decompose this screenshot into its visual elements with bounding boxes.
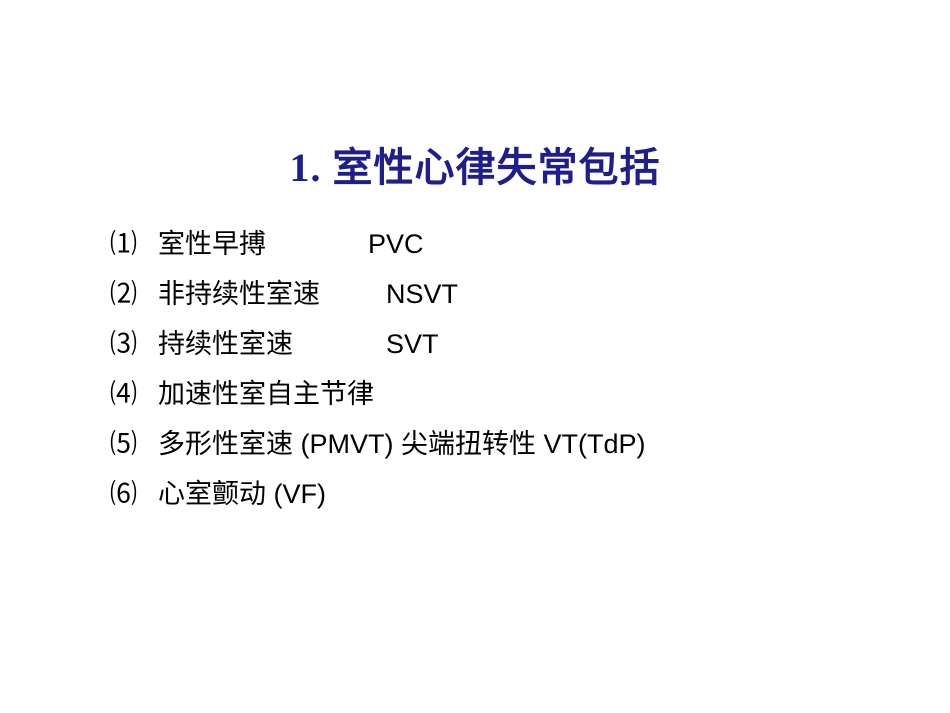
item-abbr: NSVT	[368, 270, 458, 320]
item-abbr: PVC	[368, 220, 424, 270]
list-item: ⑵ 非持续性室速 NSVT	[110, 270, 646, 320]
item-marker: ⑴	[110, 220, 158, 270]
item-marker: ⑵	[110, 270, 158, 320]
slide: 1. 室性心律失常包括 ⑴ 室性早搏 PVC ⑵ 非持续性室速 NSVT ⑶ 持…	[0, 0, 950, 713]
slide-title: 1. 室性心律失常包括	[0, 135, 950, 193]
list-item: ⑸ 多形性室速 (PMVT) 尖端扭转性 VT(TdP)	[110, 420, 646, 470]
item-marker: ⑸	[110, 420, 158, 470]
list-item: ⑷ 加速性室自主节律	[110, 370, 646, 420]
item-marker: ⑶	[110, 320, 158, 370]
text-lat: VT(TdP)	[536, 429, 646, 459]
item-text: 多形性室速 (PMVT) 尖端扭转性 VT(TdP)	[158, 420, 646, 470]
list-item: ⑹ 心室颤动 (VF)	[110, 470, 646, 520]
text-cn: 多形性室速	[158, 429, 293, 459]
item-abbr: SVT	[368, 320, 439, 370]
item-label: 非持续性室速	[158, 270, 368, 320]
item-marker: ⑷	[110, 370, 158, 420]
text-cn: 尖端扭转性	[401, 429, 536, 459]
list-item: ⑶ 持续性室速 SVT	[110, 320, 646, 370]
item-label: 室性早搏	[158, 220, 368, 270]
text-cn: 心室颤动	[158, 479, 266, 509]
text-lat: (PMVT)	[293, 429, 401, 459]
list-item: ⑴ 室性早搏 PVC	[110, 220, 646, 270]
item-text: 加速性室自主节律	[158, 370, 374, 420]
item-label: 持续性室速	[158, 320, 368, 370]
list-container: ⑴ 室性早搏 PVC ⑵ 非持续性室速 NSVT ⑶ 持续性室速 SVT ⑷ 加…	[110, 220, 646, 520]
text-lat: (VF)	[266, 479, 326, 509]
item-text: 心室颤动 (VF)	[158, 470, 326, 520]
item-marker: ⑹	[110, 470, 158, 520]
